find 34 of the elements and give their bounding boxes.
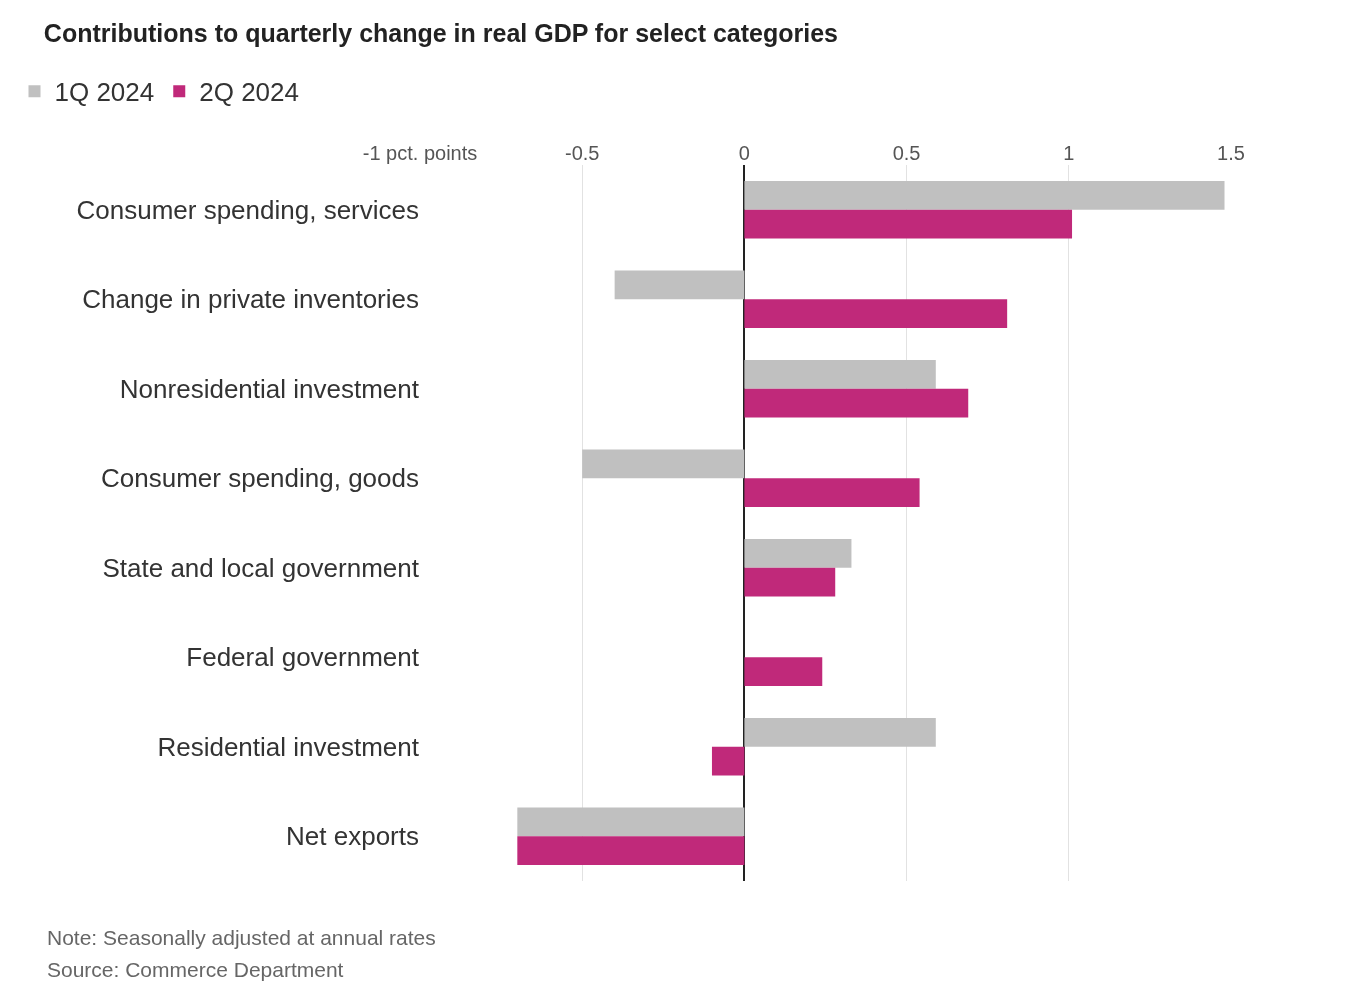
y-tick-label: Consumer spending, goods: [101, 463, 419, 494]
bar: [744, 388, 969, 418]
bar: [517, 807, 745, 837]
x-tick-label: 0.5: [892, 142, 921, 164]
x-tick-label: 1.5: [1217, 142, 1245, 164]
bar: [744, 181, 1225, 210]
y-tick-label: Nonresidential investment: [119, 373, 420, 404]
y-tick-label: Change in private inventories: [82, 284, 419, 315]
x-tick-label: 1: [1063, 142, 1075, 164]
legend-label: 2Q 2024: [199, 77, 299, 108]
x-tick-label: 0: [738, 142, 750, 164]
y-tick-label: Residential investment: [157, 731, 420, 762]
bar: [744, 209, 1073, 239]
chart-title: Contributions to quarterly change in real GDP for select categories: [43, 19, 839, 48]
bar: [744, 567, 836, 597]
legend-label: 1Q 2024: [54, 77, 155, 108]
y-tick-label: Federal government: [186, 642, 420, 673]
y-tick-label: State and local government: [102, 552, 420, 583]
bar: [744, 657, 823, 686]
bar: [517, 836, 745, 865]
bar: [582, 449, 745, 479]
bar: [711, 746, 745, 776]
source-note: Source: Commerce Department: [47, 958, 344, 981]
y-tick-label: Net exports: [286, 821, 419, 852]
text: Note: Seasonally adjusted at annual rates: [47, 926, 436, 949]
bar: [744, 718, 936, 747]
bar: [744, 360, 936, 389]
bar: [614, 270, 745, 300]
y-tick-label: Consumer spending, services: [76, 194, 419, 225]
x-tick-label: -0.5: [564, 142, 600, 164]
bar: [744, 478, 920, 507]
bar: [744, 539, 852, 568]
x-tick-label: -1 pct. points: [362, 142, 478, 164]
bar: [744, 299, 1008, 328]
